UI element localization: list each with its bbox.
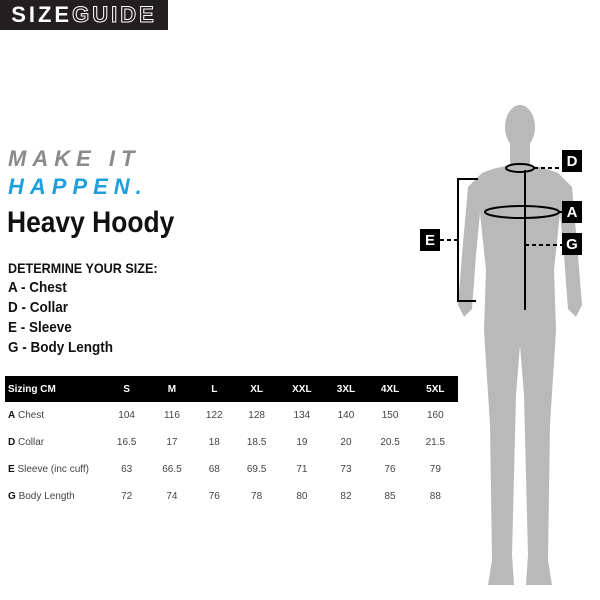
table-cell: 19 xyxy=(296,437,308,448)
measure-item: G - Body Length xyxy=(8,339,113,356)
size-guide-logo: SIZE GUIDE xyxy=(0,0,168,30)
table-cell: 71 xyxy=(296,464,308,475)
column-header: M xyxy=(149,376,195,402)
row-letter: A xyxy=(8,410,16,421)
column-header: L xyxy=(194,376,234,402)
row-label: D Collar xyxy=(5,429,104,456)
table-cell: 18.5 xyxy=(246,437,267,448)
table-header-row: Sizing CM S M L XL XXL 3XL 4XL 5XL xyxy=(5,376,458,402)
slogan-line2: HAPPEN. xyxy=(8,174,148,199)
table-row: A Chest 104 116 122 128 134 140 150 160 xyxy=(5,402,458,429)
table-cell: 69.5 xyxy=(246,464,267,475)
logo-size: SIZE xyxy=(11,2,73,27)
determine-heading: DETERMINE YOUR SIZE: xyxy=(8,260,158,276)
measure-item: E - Sleeve xyxy=(8,319,72,336)
column-header: XXL xyxy=(279,376,325,402)
column-header: 5XL xyxy=(412,376,458,402)
table-cell: 150 xyxy=(381,410,399,421)
table-cell: 78 xyxy=(251,491,263,502)
table-cell: 80 xyxy=(296,491,308,502)
size-table: Sizing CM S M L XL XXL 3XL 4XL 5XL A Chest 104 116… xyxy=(5,376,458,510)
column-header: 3XL xyxy=(324,376,368,402)
slogan-line1: MAKE IT xyxy=(8,146,141,171)
column-header: 4XL xyxy=(367,376,413,402)
table-cell: 17 xyxy=(166,437,178,448)
row-label: E Sleeve (inc cuff) xyxy=(5,456,104,483)
table-cell: 82 xyxy=(340,491,352,502)
table-cell: 116 xyxy=(163,410,180,421)
measure-lines xyxy=(440,163,562,310)
table-cell: 21.5 xyxy=(425,437,446,448)
table-cell: 63 xyxy=(121,464,133,475)
table-cell: 74 xyxy=(166,491,178,502)
table-cell: 20.5 xyxy=(380,437,400,448)
column-header: S xyxy=(104,376,150,402)
table-row: D Collar 16.5 17 18 18.5 19 20 20.5 21.5 xyxy=(5,429,458,456)
table-cell: 72 xyxy=(121,491,133,502)
table-cell: 18 xyxy=(208,437,220,448)
row-letter: D xyxy=(8,437,16,448)
column-header: Sizing CM xyxy=(5,376,104,402)
table-cell: 160 xyxy=(427,410,444,421)
table-cell: 76 xyxy=(208,491,220,502)
body-diagram xyxy=(440,105,582,585)
table-cell: 122 xyxy=(205,410,223,421)
row-name: Collar xyxy=(18,437,45,448)
row-label: G Body Length xyxy=(5,483,104,510)
label-g-body-length: G xyxy=(562,233,582,255)
table-cell: 85 xyxy=(384,491,396,502)
table-cell: 73 xyxy=(340,464,352,475)
table-cell: 134 xyxy=(293,410,311,421)
column-header: XL xyxy=(233,376,280,402)
label-e-sleeve: E xyxy=(420,229,440,251)
table-row: E Sleeve (inc cuff) 63 66.5 68 69.5 71 73 76 79 xyxy=(5,456,458,483)
label-d-collar: D xyxy=(562,150,582,172)
table-row: G Body Length 72 74 76 78 80 82 85 88 xyxy=(5,483,458,510)
table-cell: 79 xyxy=(429,464,441,475)
table-cell: 20 xyxy=(340,437,352,448)
measure-item: A - Chest xyxy=(8,279,67,296)
table-cell: 128 xyxy=(248,410,265,421)
product-title: Heavy Hoody xyxy=(7,206,175,239)
row-letter: E xyxy=(8,464,15,475)
measure-item: D - Collar xyxy=(8,299,69,316)
row-label: A Chest xyxy=(5,402,104,429)
table-cell: 76 xyxy=(384,464,396,475)
table-cell: 104 xyxy=(118,410,135,421)
table-cell: 140 xyxy=(337,410,355,421)
logo-guide: GUIDE xyxy=(72,2,157,28)
table-cell: 66.5 xyxy=(162,464,182,475)
row-name: Body Length xyxy=(18,491,75,502)
table-cell: 68 xyxy=(208,464,220,475)
row-name: Sleeve (inc cuff) xyxy=(17,464,89,475)
row-letter: G xyxy=(8,491,16,502)
table-cell: 16.5 xyxy=(116,437,137,448)
table-cell: 88 xyxy=(429,491,441,502)
row-name: Chest xyxy=(18,410,45,421)
human-silhouette xyxy=(458,105,582,585)
label-a-chest: A xyxy=(562,201,582,223)
